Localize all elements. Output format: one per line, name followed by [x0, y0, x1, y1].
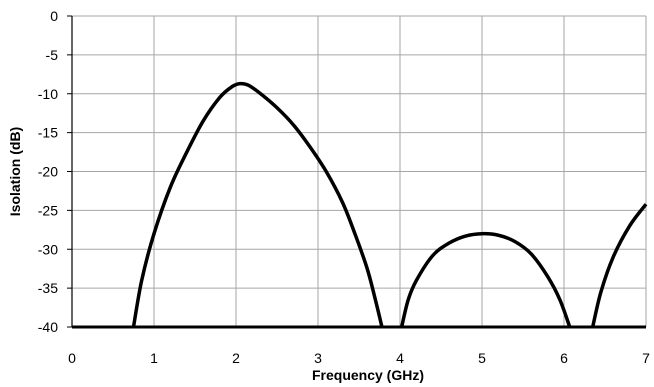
x-tick-label: 6: [560, 350, 568, 366]
x-axis-label: Frequency (GHz): [312, 367, 424, 383]
x-tick-label: 4: [396, 350, 404, 366]
x-tick-label: 3: [314, 350, 322, 366]
x-tick-label: 0: [68, 350, 76, 366]
series-line-1: [131, 81, 384, 328]
series-line-2: [399, 231, 572, 328]
series-line-3: [590, 203, 648, 328]
series-lines: [72, 81, 648, 329]
x-tick-label: 7: [642, 350, 650, 366]
y-tick-label: -15: [38, 125, 58, 141]
y-tick-labels: 0 -5 -10 -15 -20 -25 -30 -35 -40: [38, 8, 58, 335]
y-tick-label: -35: [38, 280, 58, 296]
y-tick-label: -40: [38, 319, 58, 335]
x-tick-label: 5: [478, 350, 486, 366]
y-tick-label: -20: [38, 164, 58, 180]
y-tick-label: 0: [50, 8, 58, 24]
y-tick-label: -25: [38, 202, 58, 218]
y-tick-label: -30: [38, 241, 58, 257]
y-tick-label: -5: [46, 47, 59, 63]
x-tick-label: 2: [232, 350, 240, 366]
y-axis-label: Isolation (dB): [7, 127, 23, 216]
x-tick-labels: 0 1 2 3 4 5 6 7: [68, 350, 650, 366]
y-tick-label: -10: [38, 86, 58, 102]
x-tick-label: 1: [150, 350, 158, 366]
grid-lines: [71, 15, 647, 328]
